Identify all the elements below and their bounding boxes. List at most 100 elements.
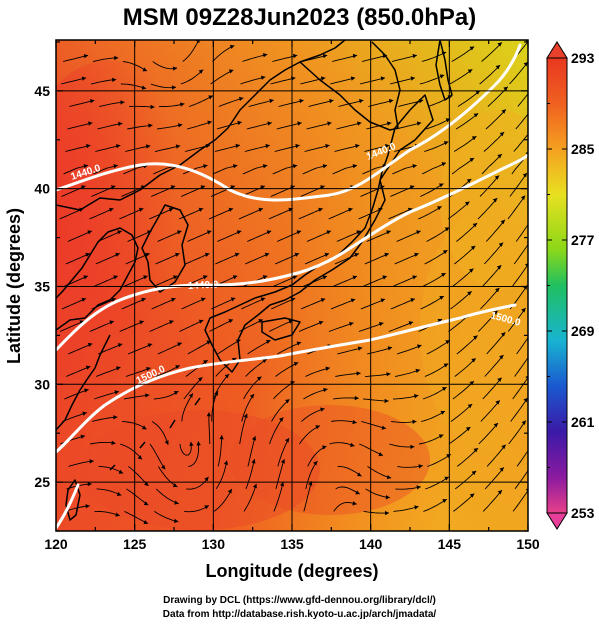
streamline (277, 437, 290, 467)
streamline-arrowhead (83, 164, 88, 169)
streamline-arrowhead (85, 252, 90, 257)
streamline (155, 488, 179, 505)
streamline-arrowhead (408, 321, 414, 326)
streamline (479, 64, 501, 85)
streamline-arrowhead (470, 245, 476, 251)
streamline-arrowhead (89, 459, 94, 464)
streamline-arrowhead (318, 320, 324, 325)
streamline-arrowhead (359, 98, 364, 104)
streamline-arrowhead (322, 445, 327, 450)
streamline-arrowhead (384, 252, 389, 257)
streamline-arrowhead (171, 85, 176, 90)
streamline-arrowhead (523, 397, 528, 403)
streamline-arrowhead (234, 252, 240, 257)
streamline (362, 275, 388, 287)
streamline (121, 185, 146, 197)
coastline-china (56, 40, 346, 211)
streamline-arrowhead (524, 263, 528, 268)
streamline-arrowhead (356, 371, 361, 376)
streamline (390, 185, 415, 197)
streamline (248, 99, 274, 107)
streamline-arrowhead (350, 442, 355, 448)
streamline-arrowhead (262, 164, 268, 169)
streamline-arrowhead (83, 53, 89, 59)
streamline-arrowhead (439, 74, 445, 79)
streamline (186, 476, 209, 490)
streamline-arrowhead (81, 297, 86, 302)
streamline (247, 339, 271, 355)
streamline (155, 253, 180, 265)
streamline (269, 417, 284, 445)
streamline (426, 339, 451, 355)
streamline-arrowhead (227, 488, 232, 494)
streamline-arrowhead (173, 275, 178, 280)
streamline (124, 510, 149, 525)
streamline (298, 321, 324, 332)
streamline (301, 408, 325, 422)
streamline (478, 422, 499, 445)
streamline-arrowhead (386, 372, 391, 377)
wind-streamlines (59, 40, 528, 525)
streamline (243, 376, 262, 400)
x-tick-label: 120 (44, 536, 68, 552)
streamline (450, 403, 473, 422)
streamline-arrowhead (147, 343, 153, 348)
streamline-arrowhead (112, 77, 117, 83)
streamline-arrowhead (86, 143, 91, 149)
streamline (154, 511, 179, 523)
streamline-arrowhead (160, 464, 166, 470)
streamline (159, 103, 185, 108)
streamline (422, 272, 446, 287)
streamline-arrowhead (180, 102, 185, 107)
streamline-arrowhead (442, 250, 448, 255)
streamline (121, 298, 146, 310)
streamline-arrowhead (197, 377, 203, 382)
streamline-arrowhead (293, 361, 299, 367)
streamline-arrowhead (278, 417, 284, 422)
streamline (151, 185, 176, 197)
streamline-arrowhead (189, 441, 194, 447)
streamline (302, 164, 328, 175)
streamline (129, 105, 155, 108)
streamline (509, 61, 528, 85)
streamline (275, 458, 285, 490)
streamline (336, 230, 362, 242)
streamline-arrowhead (352, 501, 357, 506)
streamline (151, 297, 176, 310)
streamline-arrowhead (414, 394, 419, 399)
streamline-arrowhead (177, 230, 182, 235)
streamline-arrowhead (260, 297, 266, 302)
streamline (62, 54, 89, 62)
streamline-arrowhead (223, 460, 229, 466)
streamline (362, 164, 388, 175)
streamline (517, 93, 528, 107)
streamline (66, 365, 91, 377)
streamline (418, 434, 444, 445)
streamline (68, 460, 94, 467)
streamline-arrowhead (208, 95, 213, 100)
streamline (396, 230, 421, 242)
streamline (276, 230, 302, 242)
streamline-arrowhead (500, 332, 506, 337)
streamline (157, 342, 182, 355)
streamline (185, 359, 208, 377)
streamline (97, 230, 122, 242)
streamline-arrowhead (471, 358, 476, 363)
streamline-arrowhead (385, 495, 390, 500)
streamline (89, 208, 114, 220)
streamline (60, 77, 87, 85)
streamline-arrowhead (115, 512, 120, 517)
streamline (244, 144, 270, 152)
streamline (364, 253, 389, 265)
streamline-arrowhead (262, 359, 267, 364)
streamline (275, 362, 299, 377)
streamline-arrowhead (83, 275, 88, 280)
streamline (212, 164, 238, 175)
streamline-arrowhead (203, 360, 208, 365)
streamline-arrowhead (203, 164, 208, 169)
coastline-korea (141, 204, 189, 293)
streamline (330, 77, 356, 85)
streamline (213, 488, 233, 512)
streamline (388, 208, 413, 220)
streamline (153, 390, 179, 400)
